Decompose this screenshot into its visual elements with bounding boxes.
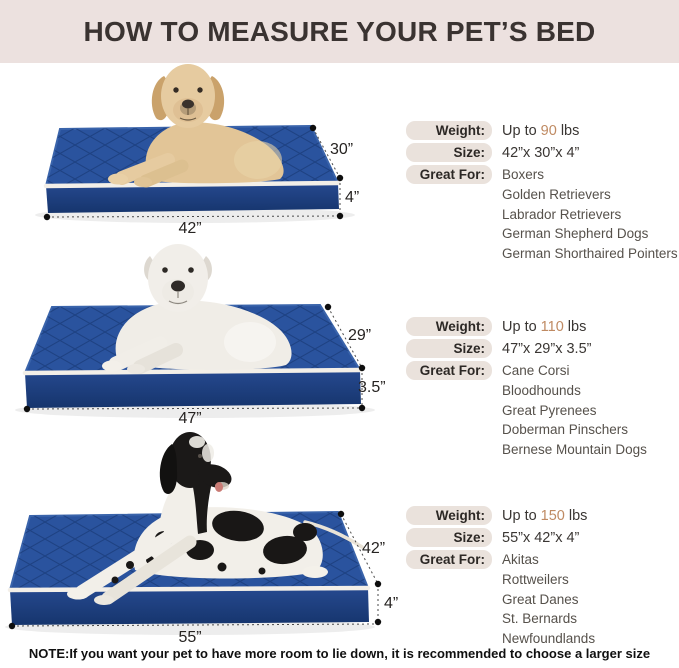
dimension-depth-label: 42” [362,540,386,557]
dimension-height-label: 4” [384,595,399,612]
dimension-lines [11,513,379,627]
weight-label-pill: Weight: [406,317,492,336]
dimension-depth-label: 29” [348,327,372,344]
breed-item: Boxers [502,167,545,182]
dimension-depth-label: 30” [330,141,354,158]
weight-unit: lbs [567,319,587,335]
weight-value: Up to 150 lbs [502,506,587,524]
breed-item: Newfoundlands [502,631,596,647]
weight-number: 90 [540,123,557,139]
bed-illustration-great-dane [5,432,382,635]
breed-item: Doberman Pinschers [502,422,629,438]
weight-prefix: Up to [502,508,537,524]
bed-illustration-labrador [35,64,355,223]
info-panel-1: Weight: Up to 90 lbs Size: 42”x 30”x 4” … [406,121,678,267]
great-for-row: Great For: Boxers Golden Retrievers Labr… [406,165,678,264]
dimension-height-label: 3.5” [358,379,386,396]
breed-list: Akitas Rottweilers Great Danes St. Berna… [502,550,595,649]
size-label-pill: Size: [406,143,492,162]
size-label-pill: Size: [406,339,492,358]
breed-item: Bernese Mountain Dogs [502,442,647,458]
breed-item: Labrador Retrievers [502,206,622,222]
breed-item: Akitas [502,552,539,567]
dimension-lines [46,127,341,218]
breed-item: Golden Retrievers [502,186,611,202]
weight-prefix: Up to [502,319,537,335]
weight-row: Weight: Up to 110 lbs [406,317,678,336]
size-value: 47”x 29”x 3.5” [502,341,592,357]
breed-item: Rottweilers [502,571,569,587]
breed-item: German Shorthaired Pointers [502,246,678,262]
dog-white-shepherd [102,244,292,374]
weight-value: Up to 90 lbs [502,121,579,139]
dimension-width-label: 55” [178,629,202,646]
size-label-pill: Size: [406,528,492,547]
dimension-dots [23,303,366,413]
size-row: Size: 55”x 42”x 4” [406,528,678,547]
breed-item: Bloodhounds [502,382,581,398]
great-for-label-pill: Great For: [406,550,492,569]
dimension-dots [8,510,382,630]
dimension-width-label: 42” [178,220,202,237]
weight-unit: lbs [560,123,580,139]
weight-number: 150 [540,508,565,524]
size-row: Size: 47”x 29”x 3.5” [406,339,678,358]
weight-row: Weight: Up to 150 lbs [406,506,678,525]
size-value: 42”x 30”x 4” [502,145,580,161]
breed-item: Great Pyrenees [502,402,597,418]
weight-label-pill: Weight: [406,506,492,525]
size-value: 55”x 42”x 4” [502,530,580,546]
breed-item: St. Bernards [502,611,578,627]
dimension-lines [26,306,363,410]
weight-label-pill: Weight: [406,121,492,140]
dimension-width-label: 47” [178,410,202,427]
info-panel-3: Weight: Up to 150 lbs Size: 55”x 42”x 4”… [406,506,678,652]
breed-item: German Shepherd Dogs [502,226,649,242]
breed-list: Boxers Golden Retrievers Labrador Retrie… [502,165,678,264]
weight-value: Up to 110 lbs [502,317,586,335]
weight-prefix: Up to [502,123,537,139]
size-row: Size: 42”x 30”x 4” [406,143,678,162]
great-for-row: Great For: Akitas Rottweilers Great Dane… [406,550,678,649]
page-title: HOW TO MEASURE YOUR PET’S BED [83,15,596,47]
great-for-label-pill: Great For: [406,165,492,184]
note-text: NOTE:If you want your pet to have more r… [28,646,651,661]
dog-great-dane [67,432,364,605]
dimension-dots [43,124,344,221]
weight-unit: lbs [568,508,588,524]
great-for-row: Great For: Cane Corsi Bloodhounds Great … [406,361,678,460]
weight-row: Weight: Up to 90 lbs [406,121,678,140]
breed-item: Cane Corsi [502,363,570,378]
breed-item: Great Danes [502,591,579,607]
great-for-label-pill: Great For: [406,361,492,380]
weight-number: 110 [540,319,564,335]
breed-list: Cane Corsi Bloodhounds Great Pyrenees Do… [502,361,647,460]
header-banner: HOW TO MEASURE YOUR PET’S BED [0,0,679,63]
dimension-height-label: 4” [345,189,360,206]
info-panel-2: Weight: Up to 110 lbs Size: 47”x 29”x 3.… [406,317,678,463]
bed-illustration-white-dog [15,244,375,418]
dog-labrador [108,64,284,188]
